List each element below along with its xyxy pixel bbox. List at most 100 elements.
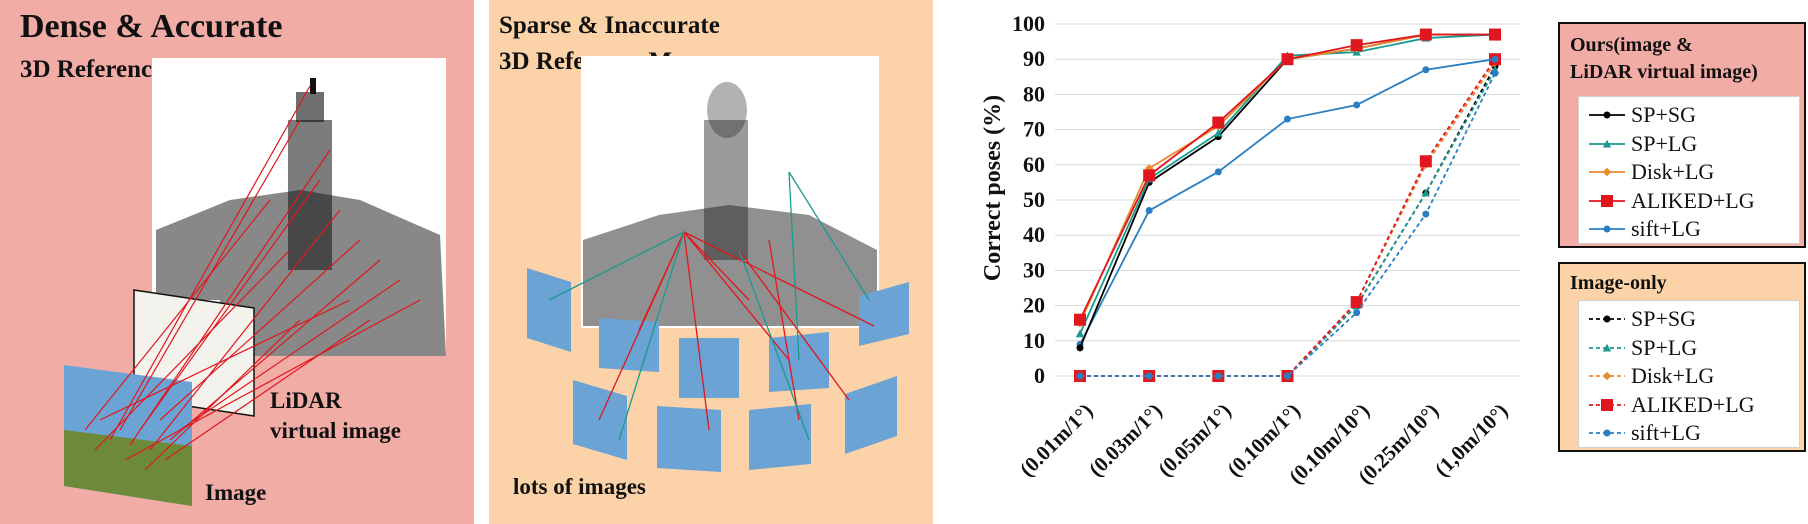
y-tick-label: 80 (1023, 81, 1045, 106)
series-line (1079, 33, 1495, 324)
legend-item-image-only-aliked-lg: ALIKED+LG (1579, 391, 1799, 419)
data-point (1284, 372, 1291, 380)
correct-poses-chart: 0 10 20 30 40 50 60 70 80 90 100 (0.01m/1°)(0.03m/… (980, 11, 1520, 489)
sparse-correspondences-teal (548, 171, 870, 441)
legend-label: SP+SG (1631, 102, 1697, 127)
legend-image-only-title: Image-only (1570, 272, 1667, 294)
y-tick-label: 0 (1034, 363, 1045, 388)
data-point (1145, 207, 1153, 215)
data-point (1075, 329, 1085, 338)
legend-image-only: Image-only SP+SG SP+LG Disk+LG ALIKED+LG sif… (1558, 262, 1806, 452)
y-tick-label: 30 (1023, 257, 1045, 282)
legend-ours-title-line1: Ours(image & (1570, 34, 1693, 56)
series-line (1080, 58, 1496, 377)
sparse-map-panel: Sparse & Inaccurate 3D Reference Map (489, 0, 933, 524)
legend-item-ours-sp-sg: SP+SG (1579, 101, 1799, 129)
y-tick-label: 90 (1023, 46, 1045, 71)
data-point (1281, 53, 1294, 66)
legend-label: SP+LG (1631, 334, 1698, 360)
legend-swatch (1589, 398, 1625, 411)
data-point (1353, 101, 1361, 109)
data-point (1353, 309, 1361, 317)
series-image-only-disk-lg (1075, 58, 1500, 381)
legend-label: ALIKED+LG (1631, 187, 1755, 213)
dense-map-illustration (64, 58, 446, 506)
data-point (1074, 313, 1086, 326)
data-point (1284, 115, 1291, 123)
y-tick-label: 10 (1023, 328, 1045, 353)
data-point (1214, 168, 1222, 176)
legend-item-ours-sp-lg: SP+LG (1579, 130, 1799, 158)
data-point (1076, 372, 1084, 380)
data-point (1489, 28, 1501, 41)
data-point (1419, 28, 1432, 41)
legend-label: Disk+LG (1631, 159, 1715, 184)
legend-swatch (1589, 194, 1625, 207)
data-point (1603, 315, 1611, 323)
x-tick-label: (0.05m/1°) (1153, 399, 1236, 482)
legend-ours-title-line2: LiDAR virtual image) (1570, 61, 1758, 83)
legend-swatch (1589, 111, 1625, 119)
y-tick-label: 100 (1012, 11, 1045, 36)
data-point (1601, 194, 1613, 207)
y-tick-label: 40 (1023, 222, 1045, 247)
y-tick-label: 50 (1023, 187, 1045, 212)
data-point (1421, 188, 1431, 197)
x-tick-label: (0.01m/1°) (1015, 399, 1098, 482)
data-point (1602, 139, 1612, 147)
y-tick-label: 70 (1023, 117, 1045, 142)
legend-item-image-only-disk-lg: Disk+LG (1579, 362, 1799, 390)
legend-ours: Ours(image & LiDAR virtual image) SP+SG S… (1558, 22, 1806, 248)
image-label: Image (205, 480, 267, 505)
legend-label: sift+LG (1631, 216, 1701, 241)
data-point (1145, 372, 1153, 380)
legend-label: sift+LG (1631, 420, 1701, 445)
correspondence-lines (84, 85, 421, 471)
data-point (1419, 155, 1432, 168)
series-image-only-sp-lg (1075, 65, 1500, 380)
series-ours-disk-lg (1075, 30, 1500, 328)
data-point (1491, 55, 1499, 63)
sparse-map-illustration (527, 56, 909, 472)
legend-label: Disk+LG (1631, 363, 1715, 388)
legend-label: SP+LG (1631, 130, 1698, 156)
legend-swatch (1589, 167, 1625, 177)
data-point (1422, 66, 1430, 74)
y-axis-label: Correct poses (%) (980, 95, 1006, 281)
data-point (1143, 169, 1156, 182)
legend-item-image-only-sp-lg: SP+LG (1579, 334, 1799, 362)
data-point (1076, 344, 1084, 352)
lots-of-images-label: lots of images (513, 474, 646, 499)
data-point (1214, 128, 1223, 137)
sparse-lighthouse (583, 82, 877, 326)
data-point (1602, 343, 1612, 351)
y-tick-label: 20 (1023, 293, 1045, 318)
legend-swatch (1589, 139, 1625, 147)
y-tick-label: 60 (1023, 152, 1045, 177)
data-point (1602, 371, 1612, 381)
series-ours-aliked-lg (1074, 28, 1501, 326)
data-point (1422, 210, 1430, 218)
legend-label: ALIKED+LG (1631, 391, 1755, 417)
legend-label: SP+SG (1631, 306, 1697, 331)
series-ours-sp-lg (1075, 30, 1500, 338)
legend-swatch (1589, 371, 1625, 381)
data-point (1602, 167, 1612, 177)
legend-swatch (1589, 315, 1625, 323)
series-line (1080, 65, 1496, 377)
dense-map-panel: Dense & Accurate 3D Reference Map LiDAR … (0, 0, 474, 524)
series-image-only-aliked-lg (1074, 53, 1501, 382)
data-point (1603, 429, 1611, 437)
legend-item-image-only-sp-sg: SP+SG (1579, 305, 1799, 333)
x-tick-label: (0.03m/1°) (1084, 399, 1167, 482)
dense-map-title: Dense & Accurate (20, 8, 283, 45)
legend-swatch (1589, 343, 1625, 351)
data-point (1214, 372, 1222, 380)
series-image-only-sp-sg (1076, 62, 1499, 380)
series-line (1079, 33, 1495, 321)
data-point (1603, 111, 1611, 119)
data-point (1603, 225, 1611, 233)
legend-swatch (1589, 225, 1625, 233)
data-point (1601, 398, 1613, 411)
legend-item-ours-sift-lg: sift+LG (1579, 215, 1799, 243)
